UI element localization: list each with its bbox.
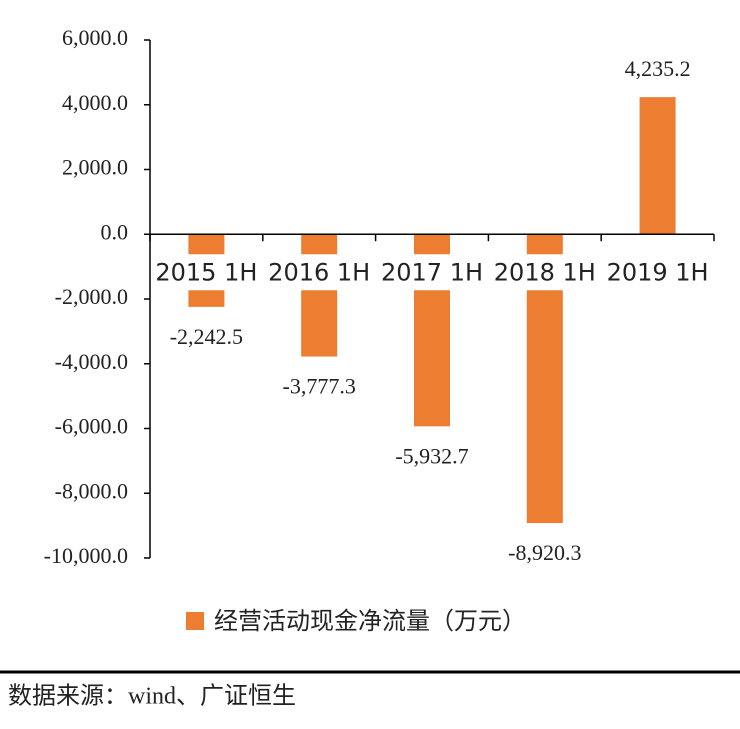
x-tick-label: 2016 1H — [268, 258, 370, 286]
x-tick-label: 2017 1H — [381, 258, 483, 286]
y-tick-label: 2,000.0 — [62, 155, 128, 180]
data-label: -2,242.5 — [170, 324, 243, 349]
y-tick-label: 4,000.0 — [62, 90, 128, 115]
data-label: 4,235.2 — [625, 56, 691, 81]
y-tick-label: -10,000.0 — [44, 543, 128, 568]
x-tick-label: 2018 1H — [494, 258, 596, 286]
legend-swatch — [186, 612, 204, 630]
source-note: 数据来源：wind、广证恒生 — [8, 683, 296, 710]
y-tick-label: 6,000.0 — [62, 25, 128, 50]
label-backdrop — [152, 254, 714, 291]
y-tick-label: -8,000.0 — [55, 478, 128, 503]
data-label: -8,920.3 — [508, 540, 581, 565]
y-tick-label: -4,000.0 — [55, 349, 128, 374]
y-tick-label: -2,000.0 — [55, 284, 128, 309]
legend-label: 经营活动现金净流量（万元） — [214, 607, 526, 635]
bar — [301, 234, 338, 357]
x-tick-label: 2019 1H — [607, 258, 709, 286]
y-tick-label: 0.0 — [101, 219, 129, 244]
bar — [639, 97, 676, 235]
data-label: -5,932.7 — [395, 443, 468, 468]
data-label: -3,777.3 — [283, 374, 356, 399]
x-tick-label: 2015 1H — [155, 258, 257, 286]
y-tick-label: -6,000.0 — [55, 414, 128, 439]
